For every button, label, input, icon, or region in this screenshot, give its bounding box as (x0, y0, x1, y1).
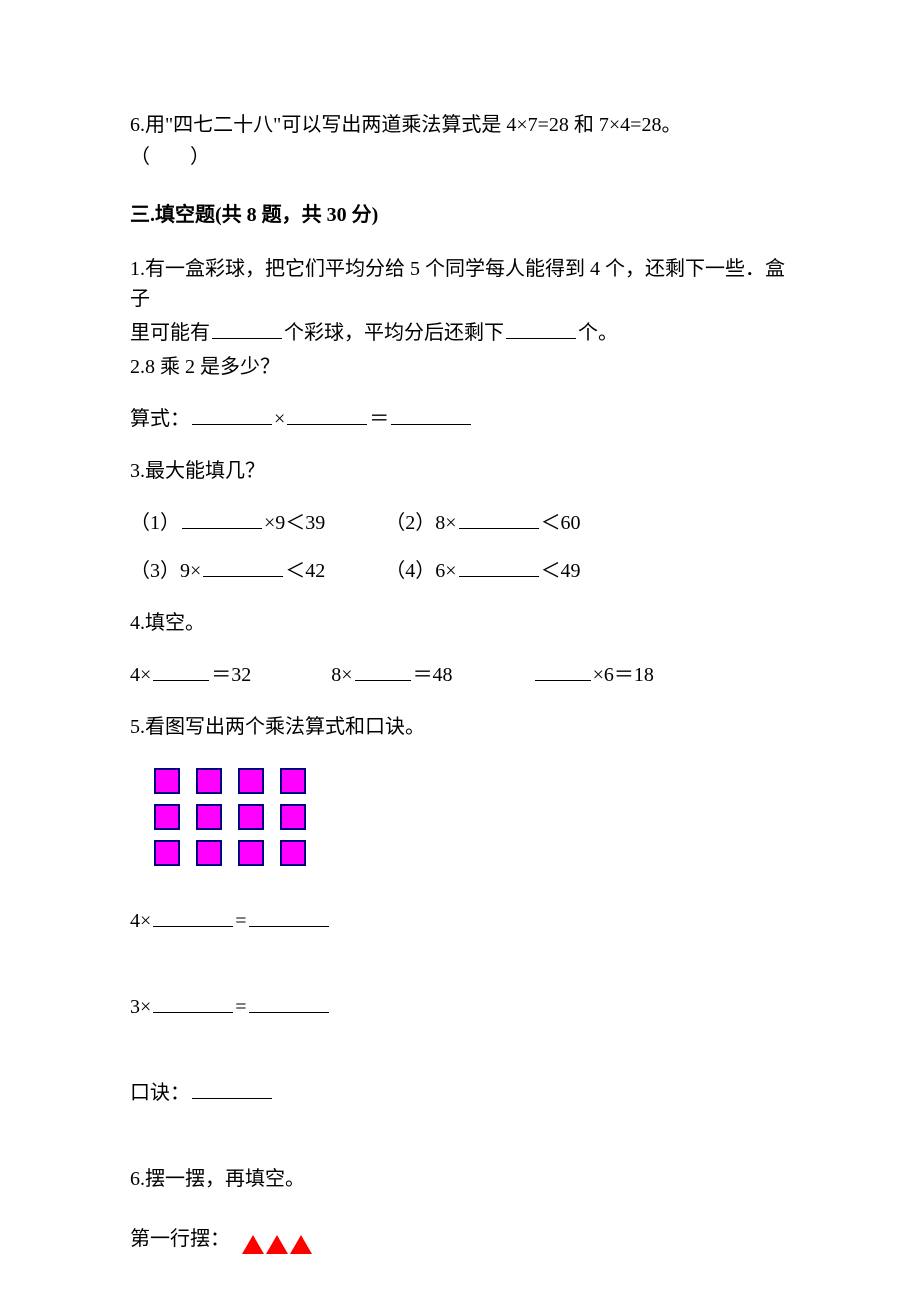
q4-row: 4× ＝32 8× ＝48 ×6＝18 (130, 660, 800, 690)
q5-eq1: 4× = (130, 906, 800, 936)
q3-4: （4）6× ＜49 (385, 556, 580, 586)
triangle-group (242, 1235, 312, 1254)
q3-3-post: ＜42 (285, 560, 325, 582)
blank (355, 663, 411, 681)
q6-row1-label: 第一行摆： (130, 1224, 230, 1254)
q4-b-post: ＝48 (413, 664, 453, 686)
q3-2-post: ＜60 (541, 512, 581, 534)
q5: 5.看图写出两个乘法算式和口诀。 (130, 712, 800, 742)
q3-row1: （1） ×9＜39 （2）8× ＜60 (130, 508, 800, 538)
q1-line-b: 里可能有 个彩球，平均分后还剩下 个。 (130, 318, 800, 348)
blank (459, 511, 539, 529)
q3-1-post: ×9＜39 (264, 512, 325, 534)
section3-heading: 三.填空题(共 8 题，共 30 分) (130, 200, 800, 230)
q4-c-post: ×6＝18 (593, 664, 654, 686)
q1-b-mid: 个彩球，平均分后还剩下 (284, 322, 504, 344)
square-icon (280, 840, 306, 866)
triangle-icon (266, 1235, 288, 1254)
q5-eq2-mid: = (235, 996, 246, 1018)
blank (182, 511, 262, 529)
q5-eq1-pre: 4× (130, 910, 151, 932)
q4-a-pre: 4× (130, 664, 151, 686)
q3-1: （1） ×9＜39 (130, 508, 325, 538)
q3-row2: （3）9× ＜42 （4）6× ＜49 (130, 556, 800, 586)
blank (249, 995, 329, 1013)
square-row (154, 768, 800, 794)
q1-b-pre: 里可能有 (130, 322, 210, 344)
q4-a-post: ＝32 (211, 664, 251, 686)
q3-3-pre: （3）9× (130, 560, 201, 582)
blank (192, 1081, 272, 1099)
triangle-icon (290, 1235, 312, 1254)
square-icon (196, 768, 222, 794)
q4-a: 4× ＝32 (130, 660, 251, 690)
blank (153, 663, 209, 681)
q2-eq-x: × (274, 408, 285, 430)
q3-1-pre: （1） (130, 512, 180, 534)
blank (153, 995, 233, 1013)
q3-4-post: ＜49 (541, 560, 581, 582)
q4: 4.填空。 (130, 608, 800, 638)
blank (249, 909, 329, 927)
square-icon (196, 840, 222, 866)
square-icon (196, 804, 222, 830)
q5-squares-grid (154, 768, 800, 866)
blank (506, 321, 576, 339)
square-icon (238, 804, 264, 830)
blank (391, 407, 471, 425)
q2-eq-pre: 算式： (130, 408, 190, 430)
q6-row1: 第一行摆： (130, 1224, 800, 1254)
q5-koujue: 口诀： (130, 1078, 800, 1108)
q3-4-pre: （4）6× (385, 560, 456, 582)
q5-eq2-pre: 3× (130, 996, 151, 1018)
prev-q6-line1: 6.用"四七二十八"可以写出两道乘法算式是 4×7=28 和 7×4=28。 (130, 110, 800, 140)
q3-3: （3）9× ＜42 (130, 556, 325, 586)
q1-line-a: 1.有一盒彩球，把它们平均分给 5 个同学每人能得到 4 个，还剩下一些．盒子 (130, 254, 800, 314)
q3: 3.最大能填几？ (130, 456, 800, 486)
square-icon (154, 840, 180, 866)
blank (153, 909, 233, 927)
blank (203, 559, 283, 577)
q4-b-pre: 8× (331, 664, 352, 686)
q3-2-pre: （2）8× (385, 512, 456, 534)
square-icon (280, 804, 306, 830)
square-icon (154, 804, 180, 830)
blank (212, 321, 282, 339)
blank (287, 407, 367, 425)
blank (459, 559, 539, 577)
q2-eq-eq: ＝ (369, 408, 389, 430)
q3-2: （2）8× ＜60 (385, 508, 580, 538)
q2-equation: 算式： × ＝ (130, 404, 800, 434)
triangle-icon (242, 1235, 264, 1254)
q5-koujue-label: 口诀： (130, 1082, 190, 1104)
square-row (154, 804, 800, 830)
square-icon (280, 768, 306, 794)
blank (192, 407, 272, 425)
q2: 2.8 乘 2 是多少？ (130, 352, 800, 382)
q1-b-post: 个。 (578, 322, 618, 344)
q6: 6.摆一摆，再填空。 (130, 1164, 800, 1194)
q4-b: 8× ＝48 (331, 660, 452, 690)
q4-c: ×6＝18 (533, 660, 654, 690)
q5-eq1-mid: = (235, 910, 246, 932)
square-icon (238, 768, 264, 794)
q5-eq2: 3× = (130, 992, 800, 1022)
square-icon (238, 840, 264, 866)
blank (535, 663, 591, 681)
square-row (154, 840, 800, 866)
prev-q6-paren: （ ） (130, 142, 800, 172)
square-icon (154, 768, 180, 794)
